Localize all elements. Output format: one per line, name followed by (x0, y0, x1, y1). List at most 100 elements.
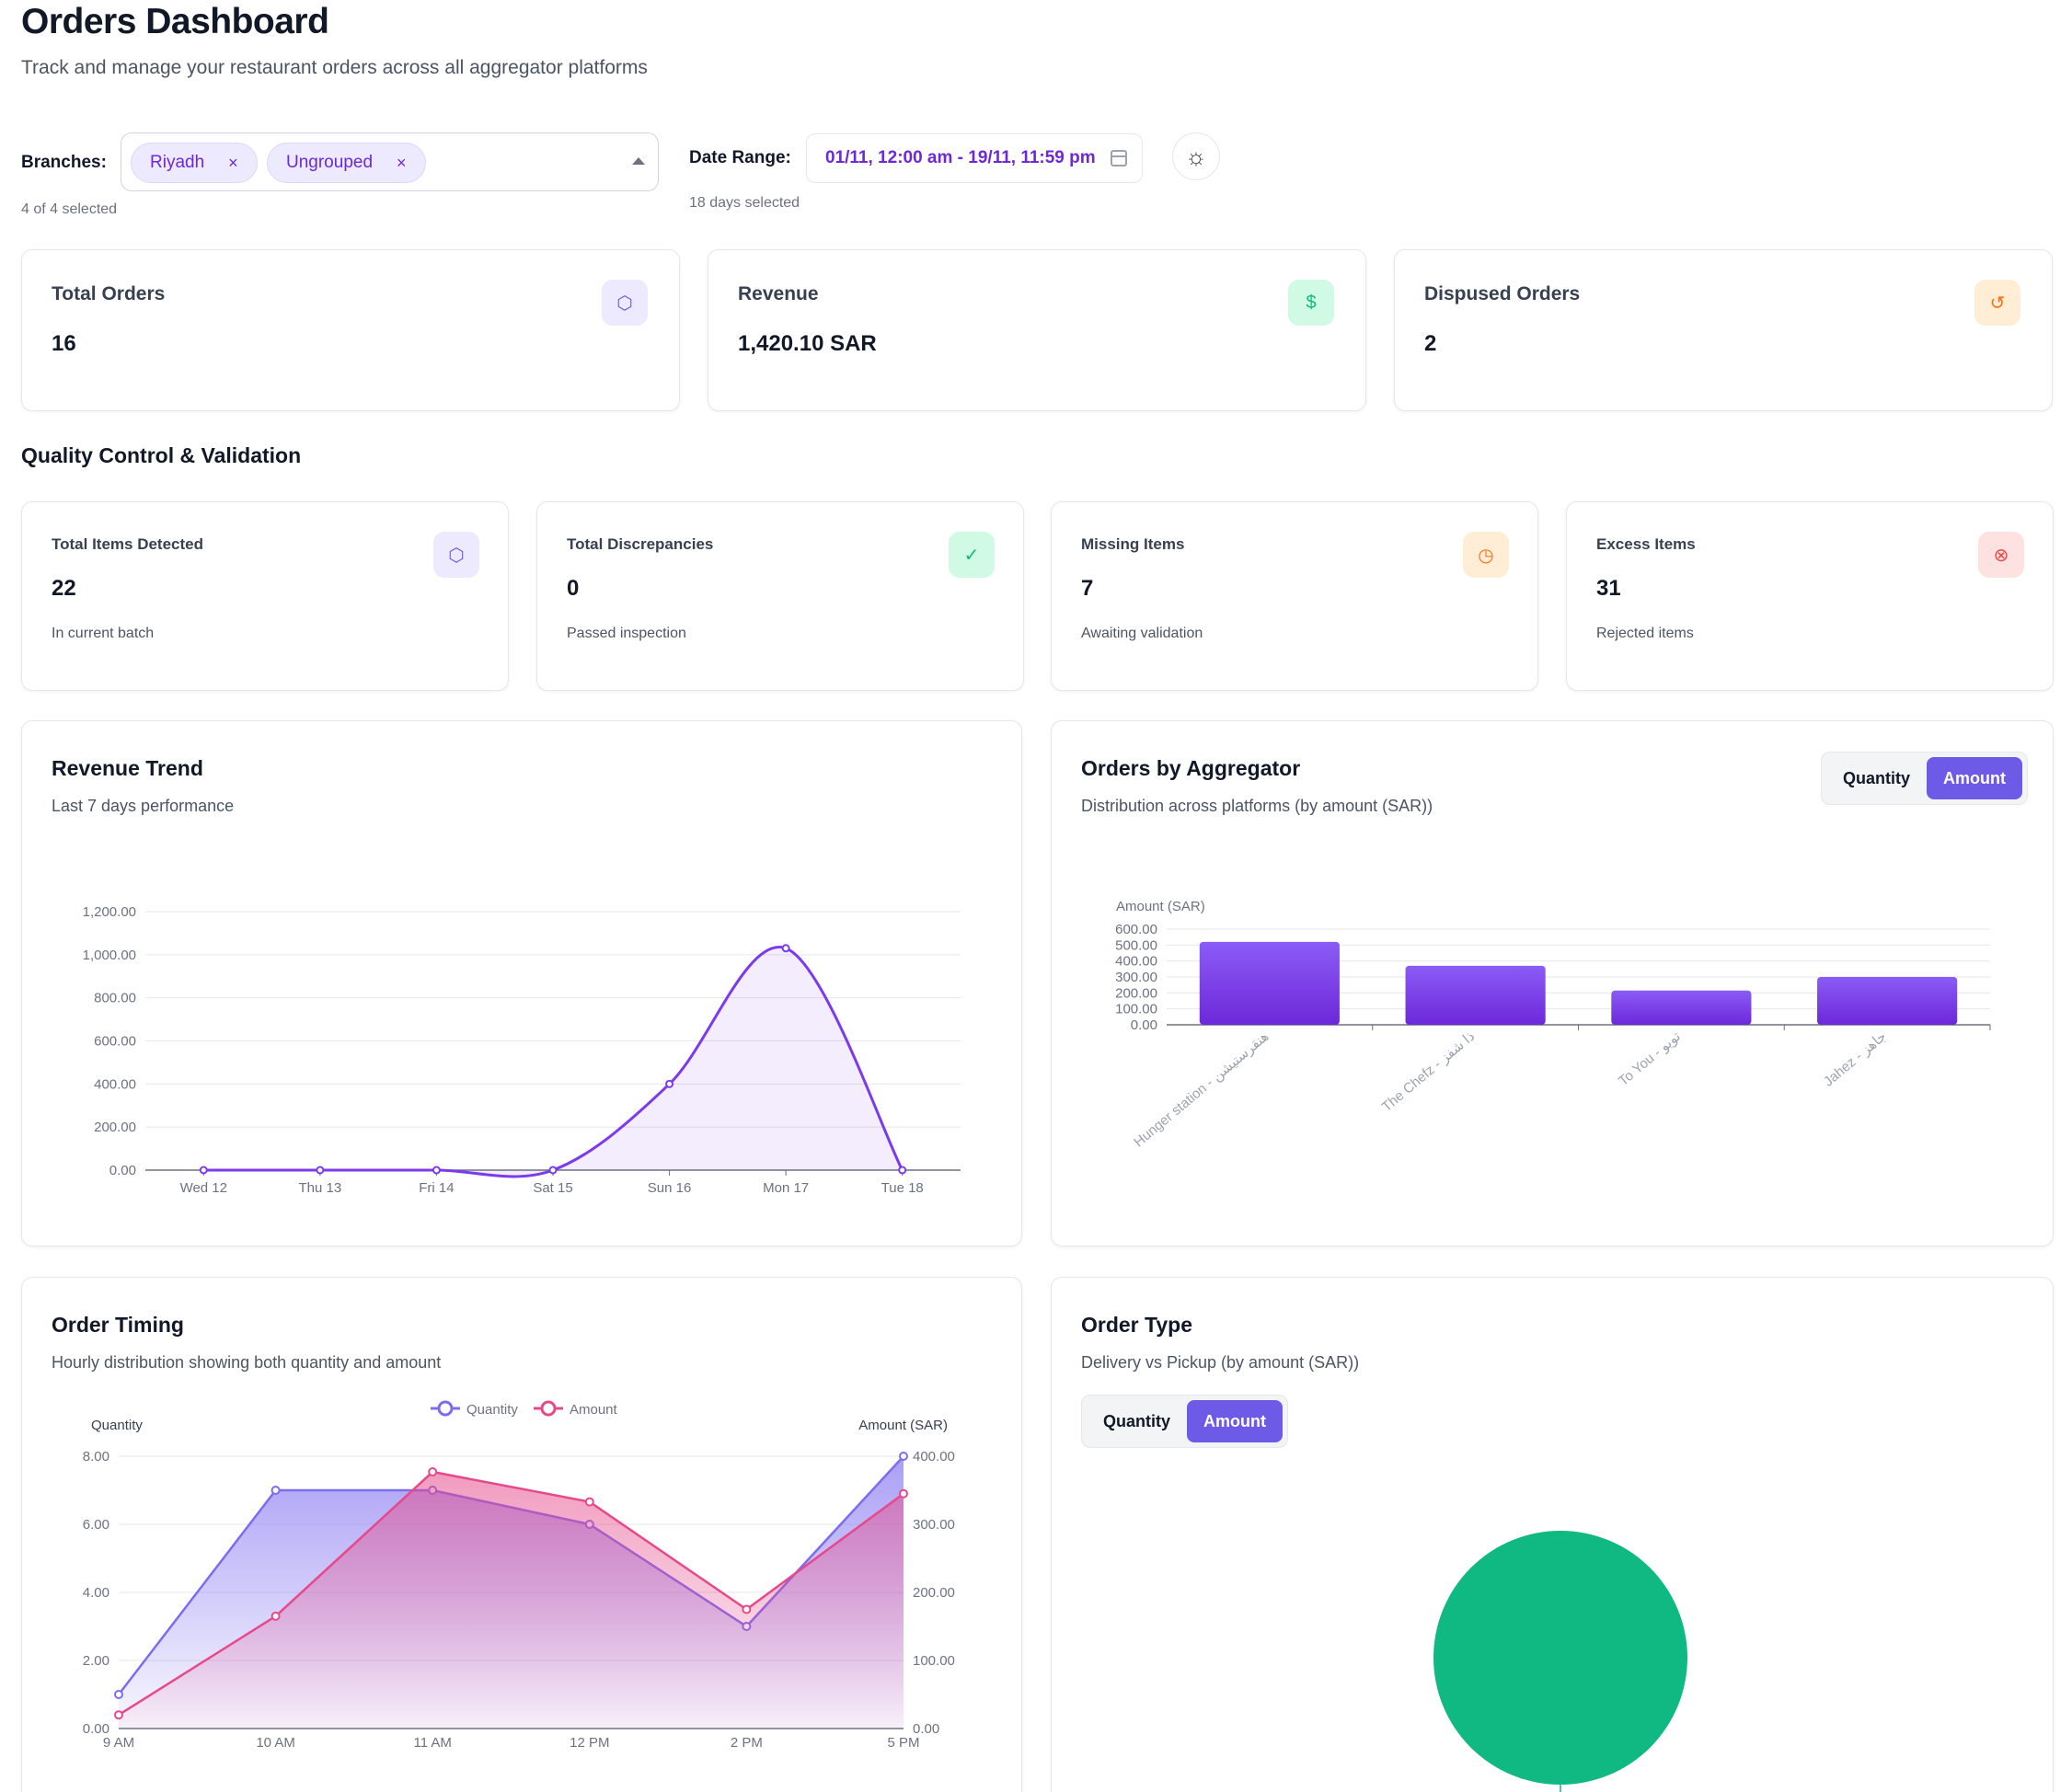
branches-multiselect[interactable]: Riyadh × Ungrouped × (121, 132, 659, 191)
branch-chip-label: Ungrouped (286, 153, 374, 172)
sun-icon: ☼ (1185, 142, 1207, 170)
kpi-card-revenue: Revenue 1,420.10 SAR $ (708, 249, 1366, 411)
y-tick-label: 100.00 (1115, 1002, 1157, 1017)
qc-title: Total Discrepancies (567, 535, 714, 553)
y-tick-label: 600.00 (1115, 922, 1157, 937)
panel-order-type: Order Type Delivery vs Pickup (by amount… (1051, 1277, 2054, 1792)
date-range-label: Date Range: (689, 148, 791, 167)
y-tick-label: 1,200.00 (83, 904, 136, 920)
toggle-amount-button[interactable]: Amount (1927, 757, 2022, 799)
y-tick-label: 0.00 (109, 1163, 136, 1178)
toggle-amount-button[interactable]: Amount (1187, 1400, 1283, 1442)
toggle-quantity-button[interactable]: Quantity (1843, 768, 1911, 787)
y-right-tick-label: 0.00 (913, 1721, 939, 1737)
x-tick-label: Thu 13 (299, 1180, 342, 1196)
y-axis-left-label: Quantity (91, 1418, 143, 1433)
x-tick-label: Jahez - جاهز (1821, 1028, 1890, 1090)
y-right-tick-label: 400.00 (913, 1449, 955, 1465)
x-tick-label: Sun 16 (648, 1180, 692, 1196)
x-tick-label: 9 AM (103, 1735, 134, 1751)
x-tick-label: To You - تويو (1616, 1028, 1684, 1089)
date-range-input[interactable]: 01/11, 12:00 am - 19/11, 11:59 pm (806, 133, 1143, 183)
theme-toggle-button[interactable]: ☼ (1172, 132, 1220, 180)
y-tick-label: 200.00 (94, 1120, 136, 1135)
dollar-icon: $ (1288, 280, 1334, 326)
data-point (781, 944, 790, 953)
x-tick-label: Tue 18 (881, 1180, 924, 1196)
aggregator-bar-chart: Amount (SAR) 0.00100.00200.00300.00400.00… (1115, 899, 1991, 1150)
qc-subtitle: In current batch (52, 626, 155, 641)
kpi-title: Total Orders (52, 283, 166, 304)
order-type-toggle: Quantity Amount (1081, 1395, 1288, 1448)
x-tick-label: Wed 12 (180, 1180, 227, 1196)
kpi-title: Dispused Orders (1424, 283, 1581, 304)
x-tick-label: Mon 17 (763, 1180, 809, 1196)
x-tick-label: 5 PM (887, 1735, 919, 1751)
amount-point (899, 1488, 908, 1499)
page-title: Orders Dashboard (21, 2, 329, 41)
calendar-icon[interactable] (1111, 150, 1127, 167)
qc-card-missing: Missing Items 7 Awaiting validation ◷ (1051, 501, 1538, 691)
y-left-tick-label: 4.00 (83, 1585, 109, 1601)
quantity-point (271, 1486, 281, 1495)
data-point (199, 1166, 208, 1175)
y-tick-label: 1,000.00 (83, 948, 136, 963)
amount-point (584, 1497, 594, 1507)
y-tick-label: 0.00 (1131, 1017, 1157, 1033)
y-tick-label: 200.00 (1115, 985, 1157, 1001)
panel-title: Revenue Trend (52, 756, 203, 780)
legend-quantity-label: Quantity (466, 1402, 518, 1418)
legend-quantity-marker (437, 1400, 454, 1417)
y-right-tick-label: 200.00 (913, 1585, 955, 1601)
qc-value: 7 (1081, 576, 1094, 601)
y-tick-label: 300.00 (1115, 970, 1157, 985)
legend-amount-marker (540, 1400, 557, 1417)
y-tick-label: 800.00 (94, 991, 136, 1006)
y-tick-label: 400.00 (94, 1076, 136, 1092)
qc-value: 0 (567, 576, 580, 601)
revenue-line (203, 945, 904, 1178)
x-circle-icon: ⊗ (1978, 532, 2024, 578)
amount-line (118, 1470, 904, 1717)
qc-subtitle: Awaiting validation (1081, 626, 1203, 641)
quantity-point (899, 1452, 908, 1461)
kpi-card-total-orders: Total Orders 16 ⬡ (21, 249, 680, 411)
y-axis-label: Amount (SAR) (1116, 899, 1205, 914)
remove-chip-icon[interactable]: × (397, 153, 407, 172)
panel-subtitle: Last 7 days performance (52, 797, 235, 815)
page-subtitle: Track and manage your restaurant orders … (21, 57, 648, 78)
kpi-card-disputed-orders: Dispused Orders 2 ↺ (1394, 249, 2053, 411)
legend-amount-label: Amount (570, 1402, 618, 1418)
x-tick-label: 11 AM (413, 1735, 451, 1751)
remove-chip-icon[interactable]: × (228, 153, 238, 172)
qc-title: Total Items Detected (52, 535, 204, 553)
panel-order-timing: Order Timing Hourly distribution showing… (21, 1277, 1022, 1792)
amount-point (271, 1611, 281, 1621)
branch-chip-label: Riyadh (150, 153, 205, 172)
aggregator-toggle: Quantity Amount (1821, 752, 2028, 805)
bar (1611, 990, 1752, 1025)
date-range-value: 01/11, 12:00 am - 19/11, 11:59 pm (825, 148, 1096, 167)
branches-label: Branches: (21, 153, 107, 172)
kpi-title: Revenue (738, 283, 819, 304)
refresh-icon: ↺ (1974, 280, 2020, 326)
panel-orders-by-aggregator: Orders by Aggregator Distribution across… (1051, 720, 2054, 1246)
toggle-quantity-button[interactable]: Quantity (1103, 1411, 1171, 1430)
y-axis-right-label: Amount (SAR) (858, 1418, 948, 1433)
amount-point (742, 1604, 752, 1614)
y-tick-label: 400.00 (1115, 954, 1157, 970)
y-left-tick-label: 8.00 (83, 1449, 109, 1465)
clock-icon: ◷ (1463, 532, 1509, 578)
qc-value: 22 (52, 576, 76, 601)
qc-title: Excess Items (1596, 535, 1696, 553)
amount-point (114, 1710, 123, 1720)
x-tick-label: 10 AM (256, 1735, 295, 1751)
panel-subtitle: Delivery vs Pickup (by amount (SAR)) (1081, 1353, 1360, 1372)
check-circle-icon: ✓ (949, 532, 995, 578)
bar (1405, 965, 1546, 1025)
panel-title: Order Type (1081, 1313, 1192, 1337)
branch-chip-riyadh: Riyadh × (131, 143, 258, 183)
chevron-up-icon[interactable] (632, 157, 645, 165)
y-tick-label: 500.00 (1115, 937, 1157, 953)
x-tick-label: Fri 14 (419, 1180, 454, 1196)
